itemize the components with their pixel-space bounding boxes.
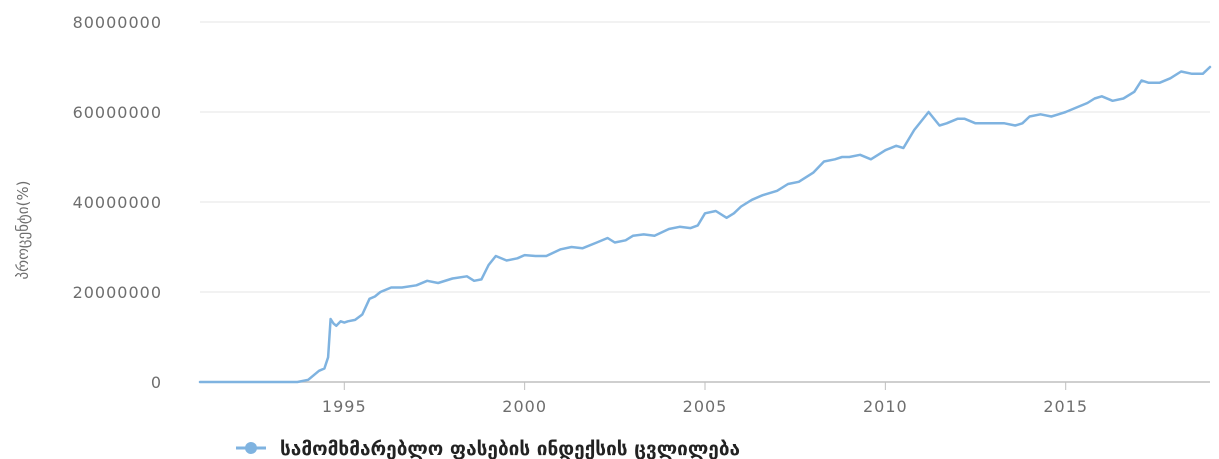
- x-tick-label: 2005: [683, 397, 728, 416]
- x-tick-label: 2010: [863, 397, 908, 416]
- x-tick-label: 2000: [502, 397, 547, 416]
- series-layer: [198, 65, 1212, 384]
- x-axis-ticks: 1995 2000 2005 2010 2015: [322, 382, 1088, 416]
- y-axis-label: პროცენტი(%): [14, 181, 32, 280]
- legend-label: სამომხმარებლო ფასების ინდექსის ცვლილება: [280, 438, 740, 459]
- y-axis-ticks: 0 20000000 40000000 60000000 80000000: [73, 13, 162, 392]
- x-tick-label: 1995: [322, 397, 367, 416]
- y-tick-label: 20000000: [73, 283, 162, 302]
- x-tick-label: 2015: [1043, 397, 1088, 416]
- legend-marker-dot: [245, 442, 257, 454]
- legend[interactable]: სამომხმარებლო ფასების ინდექსის ცვლილება: [236, 438, 740, 459]
- y-tick-label: 0: [151, 373, 162, 392]
- series-line: [198, 65, 1212, 384]
- y-tick-label: 40000000: [73, 193, 162, 212]
- grid-lines: [200, 21, 1210, 293]
- y-tick-label: 80000000: [73, 13, 162, 32]
- y-tick-label: 60000000: [73, 103, 162, 122]
